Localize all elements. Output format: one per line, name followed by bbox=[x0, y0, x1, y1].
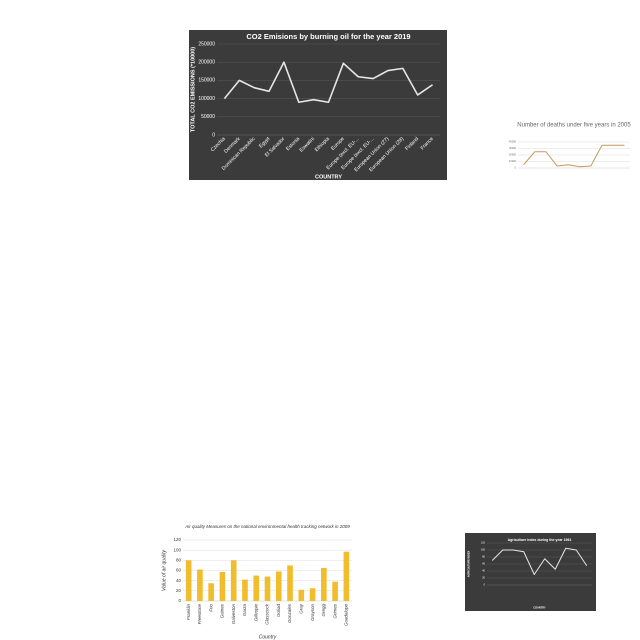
y-tick-label: 100 bbox=[481, 549, 486, 552]
line bbox=[491, 547, 588, 575]
bar bbox=[242, 579, 248, 601]
chart-title: Air quality Measures on the national env… bbox=[184, 524, 350, 529]
chart-title: CO2 Emisions by burning oil for the year… bbox=[246, 32, 410, 41]
bar bbox=[298, 589, 305, 601]
bar bbox=[264, 576, 271, 601]
x-axis-label: Country bbox=[259, 634, 277, 640]
x-tick-label: Gray bbox=[298, 603, 303, 614]
x-tick-label: Gonzales bbox=[287, 603, 292, 623]
y-tick-label: 60 bbox=[176, 568, 182, 573]
x-axis-label: COUNTRY bbox=[315, 174, 342, 180]
y-axis-label: AGRICULTURE INDEX bbox=[468, 550, 471, 577]
y-tick-label: 30000 bbox=[509, 147, 517, 150]
bar bbox=[309, 588, 316, 601]
y-tick-label: 250000 bbox=[198, 41, 215, 47]
x-tick-label: Guadalupe bbox=[344, 604, 349, 627]
x-tick-label: Glasscock bbox=[265, 603, 270, 625]
chart-title: Number of deaths under five years in 200… bbox=[517, 123, 631, 129]
chart-background bbox=[465, 533, 596, 611]
bar bbox=[230, 560, 237, 601]
bar bbox=[208, 583, 214, 601]
bar bbox=[343, 551, 350, 601]
x-tick-label: Freestone bbox=[197, 604, 202, 625]
y-tick-label: 0 bbox=[484, 584, 486, 587]
y-tick-label: 150000 bbox=[198, 78, 215, 84]
y-tick-label: 50000 bbox=[201, 114, 215, 120]
y-tick-label: 120 bbox=[173, 537, 181, 542]
bar bbox=[332, 581, 338, 601]
x-tick-label: Grayson bbox=[310, 604, 315, 622]
bar bbox=[253, 575, 260, 601]
y-axis-label: Value of air quality bbox=[161, 550, 167, 591]
y-tick-label: 40000 bbox=[509, 141, 517, 144]
chart: Agriculture index during the year 1961 0 2… bbox=[465, 533, 596, 611]
chart-background bbox=[189, 30, 447, 180]
bar bbox=[275, 571, 282, 601]
y-tick-label: 100000 bbox=[198, 96, 215, 102]
chart: Air quality Measures on the national env… bbox=[160, 520, 355, 640]
x-tick-label: Goliad bbox=[276, 604, 281, 618]
bar bbox=[197, 569, 203, 601]
x-tick-label: Gregg bbox=[321, 604, 326, 617]
bar bbox=[321, 567, 327, 601]
bar bbox=[185, 560, 192, 601]
y-tick-label: 40 bbox=[176, 578, 182, 583]
chart: CO2 Emisions by burning oil for the year… bbox=[189, 30, 447, 180]
chart: Number of deaths under five years in 200… bbox=[503, 118, 633, 206]
y-tick-label: 0 bbox=[515, 167, 517, 170]
y-tick-label: 100 bbox=[173, 547, 181, 552]
y-tick-label: 20000 bbox=[509, 154, 517, 157]
y-tick-label: 200000 bbox=[198, 60, 215, 66]
bar bbox=[219, 572, 226, 601]
x-tick-label: Gillespie bbox=[253, 604, 258, 622]
y-tick-label: 0 bbox=[212, 132, 215, 138]
x-tick-label: Franklin bbox=[186, 604, 191, 621]
chart-background bbox=[503, 118, 633, 206]
y-tick-label: 40 bbox=[482, 570, 485, 573]
y-tick-label: 20 bbox=[482, 577, 485, 580]
y-axis-label: TOTAL CO2 EMISSIONS (*10000) bbox=[190, 47, 196, 132]
x-tick-label: Gaines bbox=[220, 603, 225, 618]
line bbox=[223, 61, 434, 104]
x-tick-label: Garza bbox=[242, 604, 247, 617]
y-tick-label: 120 bbox=[481, 542, 486, 545]
chart-title: Agriculture index during the year 1961 bbox=[508, 538, 572, 542]
bar bbox=[287, 565, 293, 601]
y-tick-label: 80 bbox=[482, 556, 485, 559]
y-tick-label: 80 bbox=[176, 558, 182, 563]
x-axis-label: COUNTRY bbox=[533, 607, 546, 610]
x-tick-label: Frio bbox=[208, 604, 213, 612]
y-tick-label: 60 bbox=[482, 563, 485, 566]
x-tick-label: Galveston bbox=[231, 604, 236, 625]
y-tick-label: 10000 bbox=[509, 160, 517, 163]
y-tick-label: 0 bbox=[178, 598, 181, 603]
y-tick-label: 20 bbox=[176, 588, 182, 593]
line bbox=[523, 144, 625, 168]
x-tick-label: Grimes bbox=[332, 603, 337, 618]
